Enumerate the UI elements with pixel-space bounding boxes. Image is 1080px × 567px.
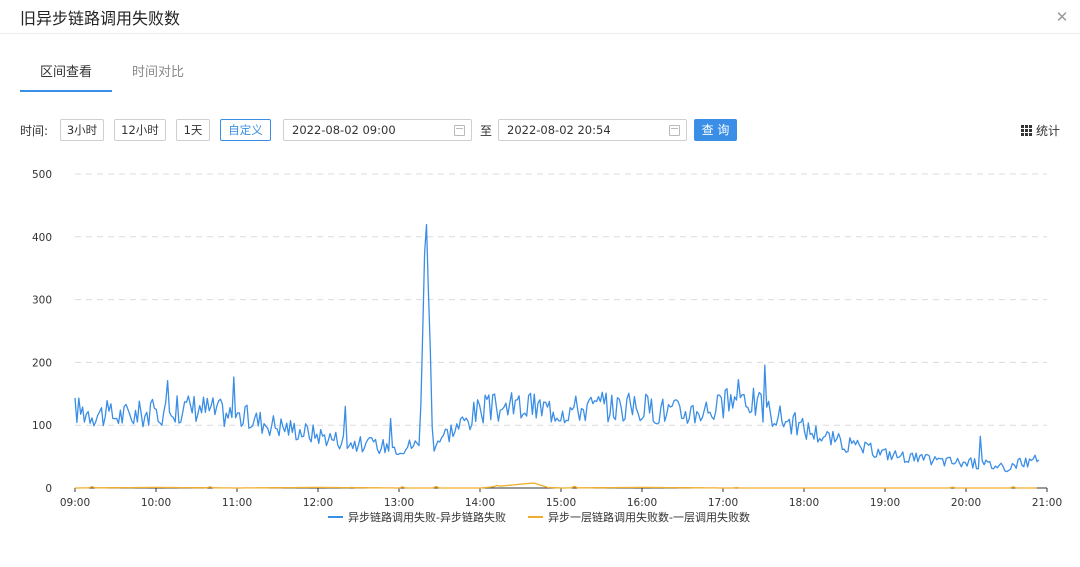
series-line-2 (75, 482, 1037, 489)
x-tick-label: 12:00 (303, 497, 333, 509)
x-tick-label: 16:00 (627, 497, 657, 509)
time-label: 时间: (20, 124, 49, 138)
query-button[interactable]: 查 询 (694, 119, 737, 141)
legend-label: 异步链路调用失败-异步链路失败 (348, 510, 506, 524)
y-tick-label: 200 (32, 357, 52, 369)
start-date-value: 2022-08-02 09:00 (292, 123, 396, 137)
tab-time-compare[interactable]: 时间对比 (132, 65, 185, 80)
x-tick-label: 18:00 (789, 497, 819, 509)
x-tick-label: 14:00 (465, 497, 495, 509)
x-tick-label: 21:00 (1032, 497, 1062, 509)
modal-header: 旧异步链路调用失败数 ✕ (0, 0, 1080, 34)
series-line-1 (74, 223, 1040, 473)
chart-series (74, 223, 1040, 489)
tab-interval-view[interactable]: 区间查看 (20, 58, 112, 92)
end-date-value: 2022-08-02 20:54 (507, 123, 611, 137)
y-axis: 0 100 200 300 400 500 (32, 169, 52, 495)
end-date-input[interactable]: 2022-08-02 20:54 (498, 119, 687, 141)
range-separator: 至 (480, 124, 493, 138)
calendar-icon (454, 125, 465, 136)
y-tick-label: 100 (32, 420, 52, 432)
y-tick-label: 300 (32, 295, 52, 307)
x-tick-label: 20:00 (951, 497, 981, 509)
x-tick-label: 17:00 (708, 497, 738, 509)
range-custom-button[interactable]: 自定义 (220, 119, 271, 141)
x-axis: 09:00 10:00 11:00 12:00 13:00 14:00 15:00 16:00… (60, 487, 1062, 509)
y-tick-label: 400 (32, 232, 52, 244)
chart-legend: 异步链路调用失败-异步链路失败 异步一层链路调用失败数-一层调用失败数 (328, 510, 750, 524)
x-tick-label: 10:00 (141, 497, 171, 509)
x-tick-label: 15:00 (546, 497, 576, 509)
x-tick-label: 09:00 (60, 497, 90, 509)
time-toolbar: 时间: 3小时 12小时 1天 自定义 2022-08-02 09:00 至 2… (20, 119, 1060, 141)
close-icon[interactable]: ✕ (1055, 8, 1069, 26)
y-tick-label: 500 (32, 169, 52, 181)
x-tick-label: 19:00 (870, 497, 900, 509)
range-1d-button[interactable]: 1天 (176, 119, 210, 141)
x-tick-label: 13:00 (384, 497, 414, 509)
start-date-input[interactable]: 2022-08-02 09:00 (283, 119, 472, 141)
range-3h-button[interactable]: 3小时 (60, 119, 104, 141)
modal-title: 旧异步链路调用失败数 (20, 9, 181, 28)
legend-label: 异步一层链路调用失败数-一层调用失败数 (548, 510, 750, 524)
range-12h-button[interactable]: 12小时 (114, 119, 166, 141)
x-tick-label: 11:00 (222, 497, 252, 509)
stats-button[interactable]: 统计 (1020, 122, 1060, 139)
failure-line-chart: 0 100 200 300 400 500 09:00 10:00 11:00 12:00 13:… (32, 169, 1062, 524)
y-tick-label: 0 (45, 483, 52, 495)
grid-icon (1020, 125, 1032, 136)
stats-label: 统计 (1035, 124, 1060, 138)
calendar-icon (669, 125, 680, 136)
chart-grid (75, 173, 1047, 426)
